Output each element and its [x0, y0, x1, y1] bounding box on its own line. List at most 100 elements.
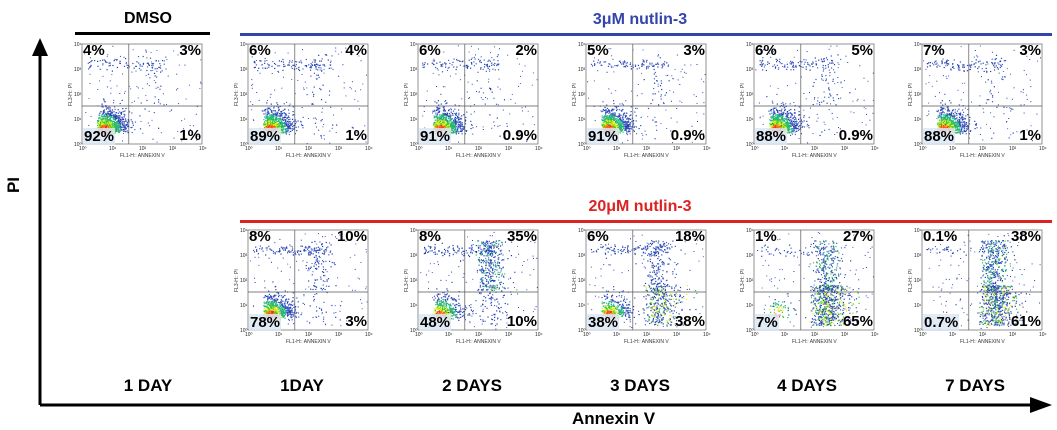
dmso-title: DMSO — [124, 10, 172, 27]
y-tick-label: 10² — [746, 92, 754, 98]
panel-x-axis-label: FL1-H:: ANNEXIN V — [792, 153, 837, 159]
y-tick-label: 10³ — [578, 253, 586, 259]
x-tick-label: 10² — [475, 332, 483, 338]
y-tick-label: 10⁰ — [240, 142, 248, 148]
y-tick-label: 10⁰ — [578, 328, 586, 334]
y-tick-label: 10⁴ — [914, 42, 922, 48]
panel-x-axis-label: FL1-H:: ANNEXIN V — [960, 339, 1005, 345]
x-tick-label: 10⁰ — [415, 146, 423, 152]
x-tick-label: 10¹ — [445, 332, 453, 338]
y-tick-label: 10¹ — [410, 117, 418, 123]
scatter-panel: 10⁰ 10¹ 10² 10³ 10⁴ 10⁰ 10¹ 10² 10³ 10⁴ FL1-H:: AN… — [740, 40, 879, 159]
scatter-panel: 10⁰ 10¹ 10² 10³ 10⁴ 10⁰ 10¹ 10² 10³ 10⁴ FL1-H:: AN… — [68, 40, 207, 159]
x-tick-label: 10⁴ — [703, 146, 711, 152]
x-tick-label: 10¹ — [949, 146, 957, 152]
quadrant-lower-left-pct: 38% — [587, 314, 620, 331]
y-tick-label: 10¹ — [240, 303, 248, 309]
scatter-panel: 10⁰ 10¹ 10² 10³ 10⁴ 10⁰ 10¹ 10² 10³ 10⁴ FL1-H:: AN… — [908, 40, 1047, 159]
scatter-panel: 10⁰ 10¹ 10² 10³ 10⁴ 10⁰ 10¹ 10² 10³ 10⁴ FL1-H:: AN… — [404, 40, 543, 159]
x-tick-label: 10³ — [673, 146, 681, 152]
quadrant-lower-right-pct: 1% — [1019, 127, 1041, 144]
panel-x-axis-label: FL1-H:: ANNEXIN V — [960, 153, 1005, 159]
quadrant-upper-left-pct: 7% — [923, 42, 945, 59]
y-tick-label: 10² — [74, 92, 82, 98]
y-tick-label: 10⁴ — [240, 228, 248, 234]
y-tick-label: 10³ — [410, 67, 418, 73]
high-dose-title: 20μM nutlin-3 — [588, 198, 692, 215]
x-tick-label: 10¹ — [949, 332, 957, 338]
y-tick-label: 10³ — [578, 67, 586, 73]
x-tick-label: 10² — [979, 332, 987, 338]
quadrant-upper-right-pct: 2% — [515, 42, 537, 59]
x-tick-label: 10⁰ — [583, 146, 591, 152]
panel-x-axis-label: FL1-H:: ANNEXIN V — [456, 339, 501, 345]
x-tick-label: 10⁰ — [245, 332, 253, 338]
x-tick-label: 10¹ — [781, 332, 789, 338]
panel-y-axis-label: FL3-H:: PI — [234, 269, 240, 292]
quadrant-lower-left-pct: 89% — [249, 128, 282, 145]
y-tick-label: 10³ — [746, 253, 754, 259]
day-label: 1 DAY — [123, 376, 173, 395]
x-tick-label: 10³ — [335, 146, 343, 152]
y-tick-label: 10⁴ — [578, 42, 586, 48]
x-tick-label: 10⁰ — [79, 146, 87, 152]
x-tick-label: 10² — [811, 332, 819, 338]
x-tick-label: 10⁰ — [245, 146, 253, 152]
scatter-panel: 10⁰ 10¹ 10² 10³ 10⁴ 10⁰ 10¹ 10² 10³ 10⁴ FL1-H:: AN… — [404, 226, 543, 345]
y-tick-label: 10² — [914, 278, 922, 284]
x-tick-label: 10⁰ — [919, 332, 927, 338]
day-label: 2 DAYS — [442, 376, 502, 395]
y-tick-label: 10³ — [410, 253, 418, 259]
x-tick-label: 10⁰ — [751, 332, 759, 338]
quadrant-upper-left-pct: 6% — [755, 42, 777, 59]
y-tick-label: 10¹ — [578, 117, 586, 123]
y-tick-label: 10² — [578, 92, 586, 98]
y-tick-label: 10¹ — [240, 117, 248, 123]
y-tick-label: 10⁴ — [914, 228, 922, 234]
x-tick-label: 10² — [643, 146, 651, 152]
scatter-panel: 10⁰ 10¹ 10² 10³ 10⁴ 10⁰ 10¹ 10² 10³ 10⁴ FL1-H:: AN… — [234, 40, 373, 159]
low-dose-line — [240, 33, 1052, 36]
quadrant-lower-left-pct: 88% — [755, 128, 788, 145]
y-tick-label: 10⁰ — [746, 328, 754, 334]
scatter-panel: 10⁰ 10¹ 10² 10³ 10⁴ 10⁰ 10¹ 10² 10³ 10⁴ FL1-H:: AN… — [740, 226, 879, 345]
x-tick-label: 10¹ — [445, 146, 453, 152]
panel-y-axis-label: FL3-H:: PI — [572, 83, 578, 106]
y-tick-label: 10² — [746, 278, 754, 284]
quadrant-upper-right-pct: 3% — [1019, 42, 1041, 59]
y-tick-label: 10⁴ — [74, 42, 82, 48]
event-dots — [923, 45, 1041, 142]
panel-y-axis-label: FL3-H:: PI — [404, 83, 410, 106]
panel-y-axis-label: FL3-H:: PI — [908, 269, 914, 292]
x-tick-label: 10¹ — [275, 332, 283, 338]
y-tick-label: 10⁰ — [914, 328, 922, 334]
x-tick-label: 10² — [305, 146, 313, 152]
y-tick-label: 10⁰ — [410, 142, 418, 148]
y-tick-label: 10² — [410, 92, 418, 98]
day-label: 3 DAYS — [610, 376, 670, 395]
x-tick-label: 10² — [979, 146, 987, 152]
quadrant-lower-right-pct: 0.9% — [670, 127, 705, 144]
x-tick-label: 10¹ — [109, 146, 117, 152]
quadrant-upper-right-pct: 18% — [674, 228, 705, 245]
y-tick-label: 10¹ — [914, 303, 922, 309]
quadrant-upper-left-pct: 8% — [419, 228, 441, 245]
x-tick-label: 10⁰ — [415, 332, 423, 338]
x-tick-label: 10³ — [1009, 146, 1017, 152]
quadrant-upper-left-pct: 6% — [419, 42, 441, 59]
y-tick-label: 10³ — [914, 67, 922, 73]
quadrant-lower-left-pct: 91% — [419, 128, 452, 145]
quadrant-upper-right-pct: 4% — [345, 42, 367, 59]
x-tick-label: 10⁴ — [365, 332, 373, 338]
panel-x-axis-label: FL1-H:: ANNEXIN V — [120, 153, 165, 159]
y-tick-label: 10² — [578, 278, 586, 284]
day-label: 7 DAYS — [945, 376, 1005, 395]
y-tick-label: 10⁴ — [746, 228, 754, 234]
y-tick-label: 10⁴ — [746, 42, 754, 48]
